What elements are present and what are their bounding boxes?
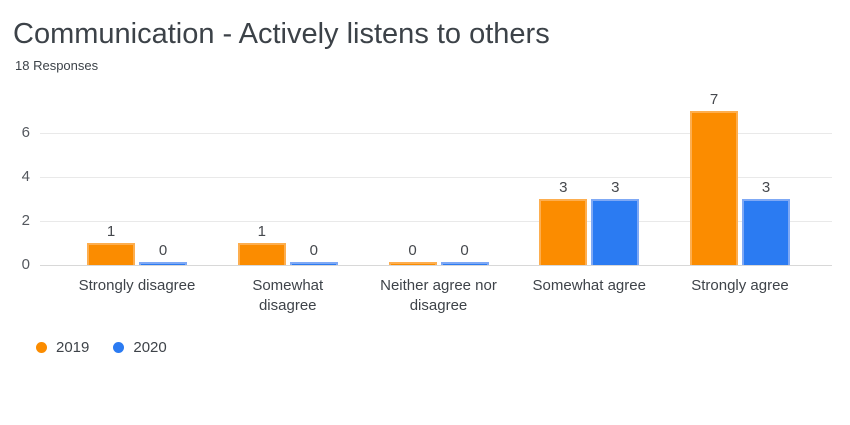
bar-2019[interactable]: [388, 262, 437, 265]
bar-value-label: 0: [408, 242, 417, 259]
bar-2019[interactable]: [87, 243, 135, 265]
legend-item-2020[interactable]: 2020: [113, 339, 167, 356]
x-axis-category-label: Somewhat disagree: [252, 277, 324, 314]
bar-2020[interactable]: [289, 262, 338, 265]
y-axis-tick-label: 6: [21, 124, 30, 141]
legend-label: 2019: [56, 339, 90, 356]
x-axis-category-label: Strongly agree: [691, 277, 789, 294]
gridline: [40, 133, 832, 134]
chart-title: Communication - Actively listens to othe…: [13, 18, 550, 50]
bar-value-label: 0: [309, 242, 318, 259]
bar-value-label: 1: [257, 223, 266, 240]
legend-label: 2020: [133, 339, 167, 356]
gridline: [40, 221, 832, 222]
bar-value-label: 0: [460, 242, 469, 259]
bar-2019[interactable]: [690, 111, 738, 265]
legend-swatch-icon: [36, 342, 47, 353]
bar-2019[interactable]: [237, 243, 286, 265]
y-axis-tick-label: 4: [21, 168, 30, 185]
gridline: [40, 177, 832, 178]
legend-swatch-icon: [113, 342, 125, 353]
bar-value-label: 1: [106, 223, 116, 240]
bar-value-label: 3: [761, 179, 771, 196]
bar-value-label: 0: [158, 242, 168, 259]
x-axis-line: [40, 265, 832, 266]
bar-value-label: 7: [709, 91, 719, 108]
chart-subtitle: 18 Responses: [15, 58, 99, 73]
bar-2019[interactable]: [539, 199, 588, 265]
bar-value-label: 3: [559, 179, 568, 196]
bar-2020[interactable]: [591, 199, 640, 265]
x-axis-category-label: Neither agree nor disagree: [380, 277, 497, 314]
bar-2020[interactable]: [440, 262, 489, 265]
legend-item-2019[interactable]: 2019: [36, 339, 89, 356]
chart-legend: 2019 2020: [36, 339, 167, 356]
y-axis-tick-label: 2: [21, 212, 30, 229]
bar-2020[interactable]: [139, 262, 187, 265]
x-axis-category-label: Somewhat agree: [532, 277, 646, 294]
x-axis-category-label: Strongly disagree: [78, 277, 196, 294]
y-axis-tick-label: 0: [21, 256, 30, 273]
bar-2020[interactable]: [742, 199, 790, 265]
bar-value-label: 3: [611, 179, 620, 196]
